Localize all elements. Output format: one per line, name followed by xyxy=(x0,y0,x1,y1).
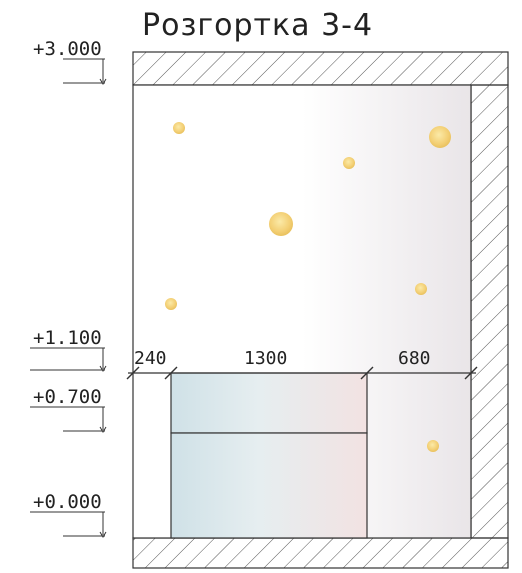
dimension-label-240: 240 xyxy=(134,348,167,369)
top-slab xyxy=(132,51,509,86)
dimension-tick-1 xyxy=(126,366,140,380)
elevation-label-0700: +0.700 xyxy=(33,386,102,408)
elevation-mark-3000: +3.000 xyxy=(33,38,107,85)
dimension-label-680: 680 xyxy=(398,348,431,369)
dimension-tick-4 xyxy=(464,366,478,380)
light-fixture-icon xyxy=(165,298,177,310)
elevation-label-3000: +3.000 xyxy=(33,38,102,60)
light-fixture-icon xyxy=(415,283,427,295)
light-fixture-icon xyxy=(269,212,293,236)
bottom-slab xyxy=(132,537,509,569)
elevation-mark-0000: +0.000 xyxy=(30,491,107,538)
elevation-label-0000: +0.000 xyxy=(33,491,102,513)
light-fixture-icon xyxy=(173,122,185,134)
dimension-tick-3 xyxy=(360,366,374,380)
light-fixture-icon xyxy=(427,440,439,452)
cabinet-upper xyxy=(170,372,368,434)
dimension-tick-2 xyxy=(164,366,178,380)
light-fixture-icon xyxy=(429,126,451,148)
drawing-title: Розгортка 3-4 xyxy=(142,8,373,43)
elevation-mark-1100: +1.100 xyxy=(30,327,107,372)
elevation-mark-0700: +0.700 xyxy=(30,386,107,433)
right-wall xyxy=(470,84,509,539)
light-fixture-icon xyxy=(343,157,355,169)
cabinet-lower xyxy=(170,432,368,539)
elevation-label-1100: +1.100 xyxy=(33,327,102,349)
dimension-label-1300: 1300 xyxy=(244,348,287,369)
